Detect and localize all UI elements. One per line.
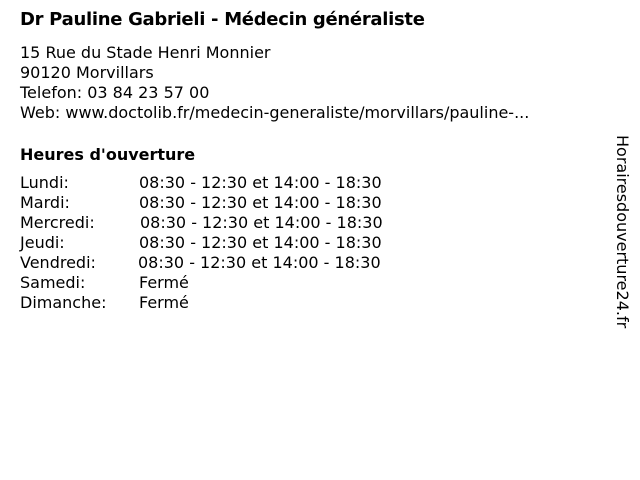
day-hours: 08:30 - 12:30 et 14:00 - 18:30 [139,173,382,192]
day-label: Jeudi: [20,233,65,252]
contact-info: 15 Rue du Stade Henri Monnier 90120 Morv… [20,43,529,123]
day-hours: 08:30 - 12:30 et 14:00 - 18:30 [139,193,382,212]
day-label: Mardi: [20,193,70,212]
day-hours: 08:30 - 12:30 et 14:00 - 18:30 [139,233,382,252]
street-address: 15 Rue du Stade Henri Monnier [20,43,271,62]
city: 90120 Morvillars [20,63,154,82]
day-label: Lundi: [20,173,69,192]
website: Web: www.doctolib.fr/medecin-generaliste… [20,103,530,122]
day-label: Vendredi: [20,253,96,272]
hours-heading: Heures d'ouverture [20,145,196,164]
day-label: Dimanche: [20,293,107,312]
day-hours: 08:30 - 12:30 et 14:00 - 18:30 [140,213,383,232]
site-watermark: Horairesdouverture24.fr [613,135,632,329]
phone: Telefon: 03 84 23 57 00 [20,83,210,102]
day-hours: Fermé [139,293,189,312]
day-hours: 08:30 - 12:30 et 14:00 - 18:30 [138,253,381,272]
day-label: Mercredi: [20,213,95,232]
day-hours: Fermé [139,273,189,292]
page-title: Dr Pauline Gabrieli - Médecin généralist… [20,9,425,30]
day-label: Samedi: [20,273,86,292]
